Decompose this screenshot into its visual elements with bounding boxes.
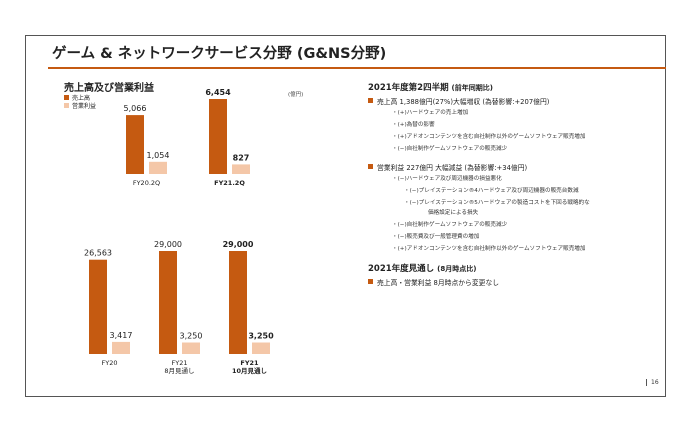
bar — [149, 161, 167, 174]
bar — [182, 342, 200, 354]
q2-heading-note: (前年同期比) — [451, 84, 493, 92]
legend-swatch-sales — [64, 94, 69, 100]
sales-item: ・(+)アドオンコンテンツを含む自社制作以外のゲームソフトウェア販売増加 — [392, 134, 586, 140]
bullet-square-icon — [368, 279, 373, 284]
bar — [209, 99, 227, 174]
op-item: 価格設定による損失 — [428, 210, 479, 216]
category-label: FY20 — [102, 359, 118, 367]
category-label: 10月見通し — [232, 366, 267, 375]
op-profit-summary-text: 営業利益 227億円 大幅減益 (為替影響:+34億円) — [377, 164, 528, 172]
sales-summary: 売上高 1,388億円(27%)大幅増収 (為替影響:+207億円) — [368, 96, 549, 106]
fy-outlook-heading: 2021年度見通し (8月時点比) — [368, 262, 476, 274]
bar — [252, 342, 270, 354]
page-title: ゲーム & ネットワークサービス分野 (G&NS分野) — [52, 46, 387, 62]
legend-item-op-profit: 営業利益 — [64, 102, 97, 111]
bar — [126, 115, 144, 174]
legend-swatch-op-profit — [64, 103, 69, 109]
legend-item-sales: 売上高 — [64, 93, 96, 102]
data-label: 6,454 — [205, 88, 231, 97]
sales-item: ・(+)為替の影響 — [392, 122, 435, 128]
fy-outlook-summary: 売上高・営業利益 8月時点から変更なし — [368, 277, 499, 287]
category-label: 8月見通し — [164, 366, 194, 375]
op-profit-summary: 営業利益 227億円 大幅減益 (為替影響:+34億円) — [368, 162, 527, 172]
q2-heading: 2021年度第2四半期 (前年同期比) — [368, 81, 493, 93]
chart-section-title: 売上高及び営業利益 — [64, 83, 154, 94]
op-item: ・(−)販売費及び一般管理費の増加 — [392, 234, 480, 240]
data-label: 5,066 — [124, 104, 147, 113]
page-number: 16 — [646, 379, 659, 386]
sales-item: ・(+)ハードウェアの売上増加 — [392, 110, 469, 116]
sales-item: ・(−)自社制作ゲームソフトウェアの販売減少 — [392, 146, 508, 152]
op-item: ・(+)アドオンコンテンツを含む自社制作以外のゲームソフトウェア販売増加 — [392, 246, 586, 252]
data-label: 1,054 — [147, 151, 170, 160]
data-label: 29,000 — [154, 240, 182, 249]
data-label: 26,563 — [84, 249, 112, 258]
title-underline — [48, 67, 666, 69]
fy-outlook-heading-note: (8月時点比) — [437, 265, 477, 273]
chart-legend: 売上高 営業利益 — [64, 93, 96, 110]
legend-label-op-profit: 営業利益 — [72, 103, 97, 111]
category-label: FY21.2Q — [214, 179, 245, 187]
category-label: FY20.2Q — [133, 179, 160, 187]
bar — [232, 164, 250, 174]
sales-summary-text: 売上高 1,388億円(27%)大幅増収 (為替影響:+207億円) — [377, 98, 550, 106]
legend-label-sales: 売上高 — [72, 94, 91, 102]
bar — [229, 251, 247, 354]
op-item: ・(−)自社制作ゲームソフトウェアの販売減少 — [392, 222, 508, 228]
slide: ゲーム & ネットワークサービス分野 (G&NS分野) 売上高及び営業利益 売上… — [25, 35, 666, 397]
bullet-square-icon — [368, 98, 373, 103]
bar — [89, 259, 107, 354]
data-label: 827 — [233, 153, 250, 162]
data-label: 3,250 — [248, 332, 274, 341]
category-label: FY21 — [240, 359, 259, 367]
op-item: ・(−)プレイステーション®5ハードウェアの製造コストを下回る戦略的な — [404, 200, 590, 206]
q2-heading-text: 2021年度第2四半期 — [368, 83, 449, 93]
fy-outlook-heading-text: 2021年度見通し — [368, 264, 435, 274]
bar — [159, 251, 177, 354]
category-label: FY21 — [172, 359, 188, 367]
data-label: 29,000 — [223, 240, 254, 249]
bar — [112, 341, 130, 354]
bullet-square-icon — [368, 164, 373, 169]
op-item: ・(−)ハードウェア及び周辺機器の損益悪化 — [392, 176, 502, 182]
bar-charts: 5,066 1,054 FY20.2Q 6,454 827 FY21.2Q 26,563 3,… — [84, 88, 274, 375]
unit-label: (億円) — [288, 92, 304, 98]
data-label: 3,417 — [110, 331, 133, 340]
data-label: 3,250 — [180, 332, 203, 341]
op-item: ・(−)プレイステーション®4ハードウェア及び周辺機器の販売台数減 — [404, 188, 579, 194]
fy-outlook-summary-text: 売上高・営業利益 8月時点から変更なし — [377, 279, 500, 287]
